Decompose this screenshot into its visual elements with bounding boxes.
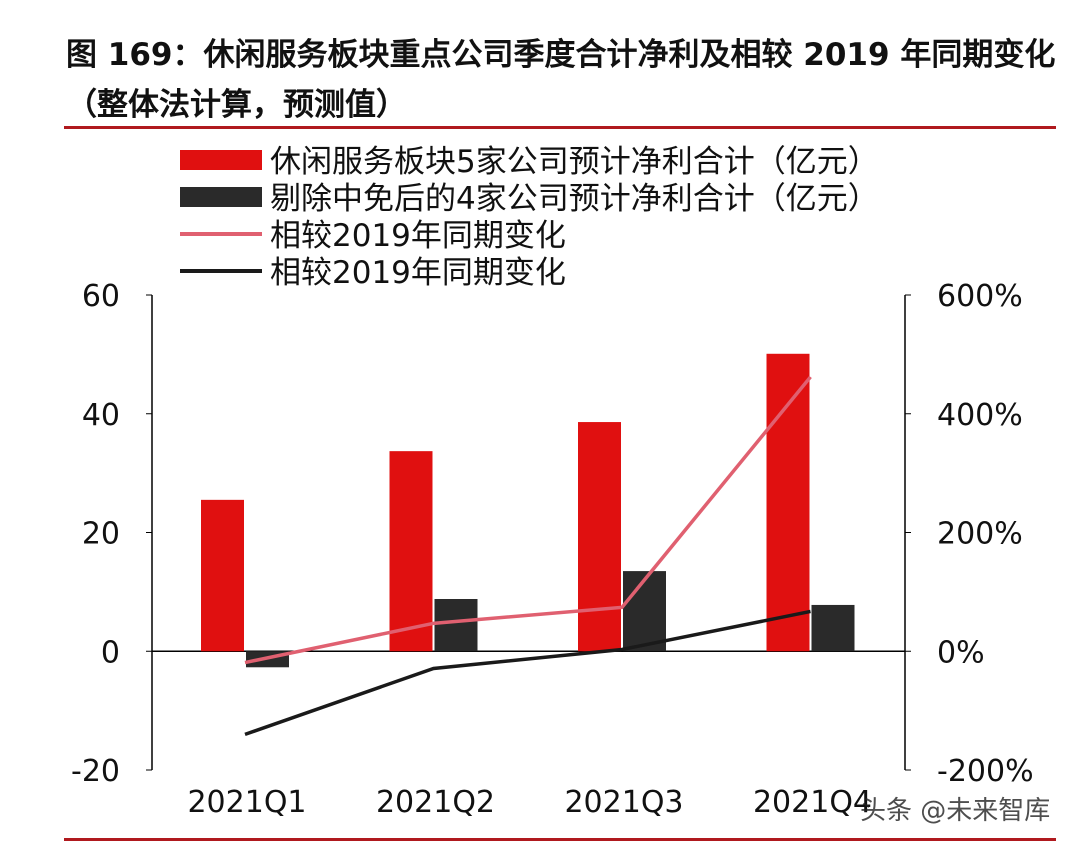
left-tick-label: 0 <box>101 635 120 670</box>
bar-total-2021Q1 <box>201 499 244 652</box>
legend-label: 相较2019年同期变化 <box>270 255 566 291</box>
top-rule <box>64 126 1056 129</box>
watermark: 头条 @未来智库 <box>860 796 1051 826</box>
right-tick-label: 400% <box>937 398 1023 433</box>
legend-swatch <box>180 187 262 207</box>
right-tick-label: 600% <box>937 279 1023 314</box>
x-tick-label: 2021Q1 <box>187 785 306 820</box>
legend-swatch <box>180 150 262 170</box>
bar-excl-cdf-2021Q4 <box>811 604 855 652</box>
bar-total-2021Q3 <box>578 422 621 652</box>
bar-total-2021Q4 <box>766 353 810 652</box>
legend-label: 剔除中免后的4家公司预计净利合计（亿元） <box>270 181 879 217</box>
bar-total-2021Q2 <box>389 451 433 652</box>
x-tick-label: 2021Q2 <box>376 785 495 820</box>
x-tick-label: 2021Q4 <box>753 785 872 820</box>
bar-excl-cdf-2021Q3 <box>623 571 666 652</box>
line-series-black <box>244 609 811 737</box>
left-tick-label: -20 <box>71 754 120 789</box>
left-tick-label: 40 <box>82 398 120 433</box>
right-tick-label: 200% <box>937 517 1023 552</box>
left-tick-label: 20 <box>82 517 120 552</box>
right-tick-label: -200% <box>937 754 1034 789</box>
legend-label: 休闲服务板块5家公司预计净利合计（亿元） <box>270 144 879 180</box>
line-series-red <box>244 375 812 665</box>
right-tick-label: 0% <box>937 635 985 670</box>
left-tick-label: 60 <box>82 279 120 314</box>
bottom-rule <box>64 838 1056 841</box>
bar-excl-cdf-2021Q2 <box>434 599 478 652</box>
chart-title: 图 169：休闲服务板块重点公司季度合计净利及相较 2019 年同期变化（整体法… <box>66 37 1056 123</box>
legend-label: 相较2019年同期变化 <box>270 218 566 254</box>
x-tick-label: 2021Q3 <box>564 785 683 820</box>
